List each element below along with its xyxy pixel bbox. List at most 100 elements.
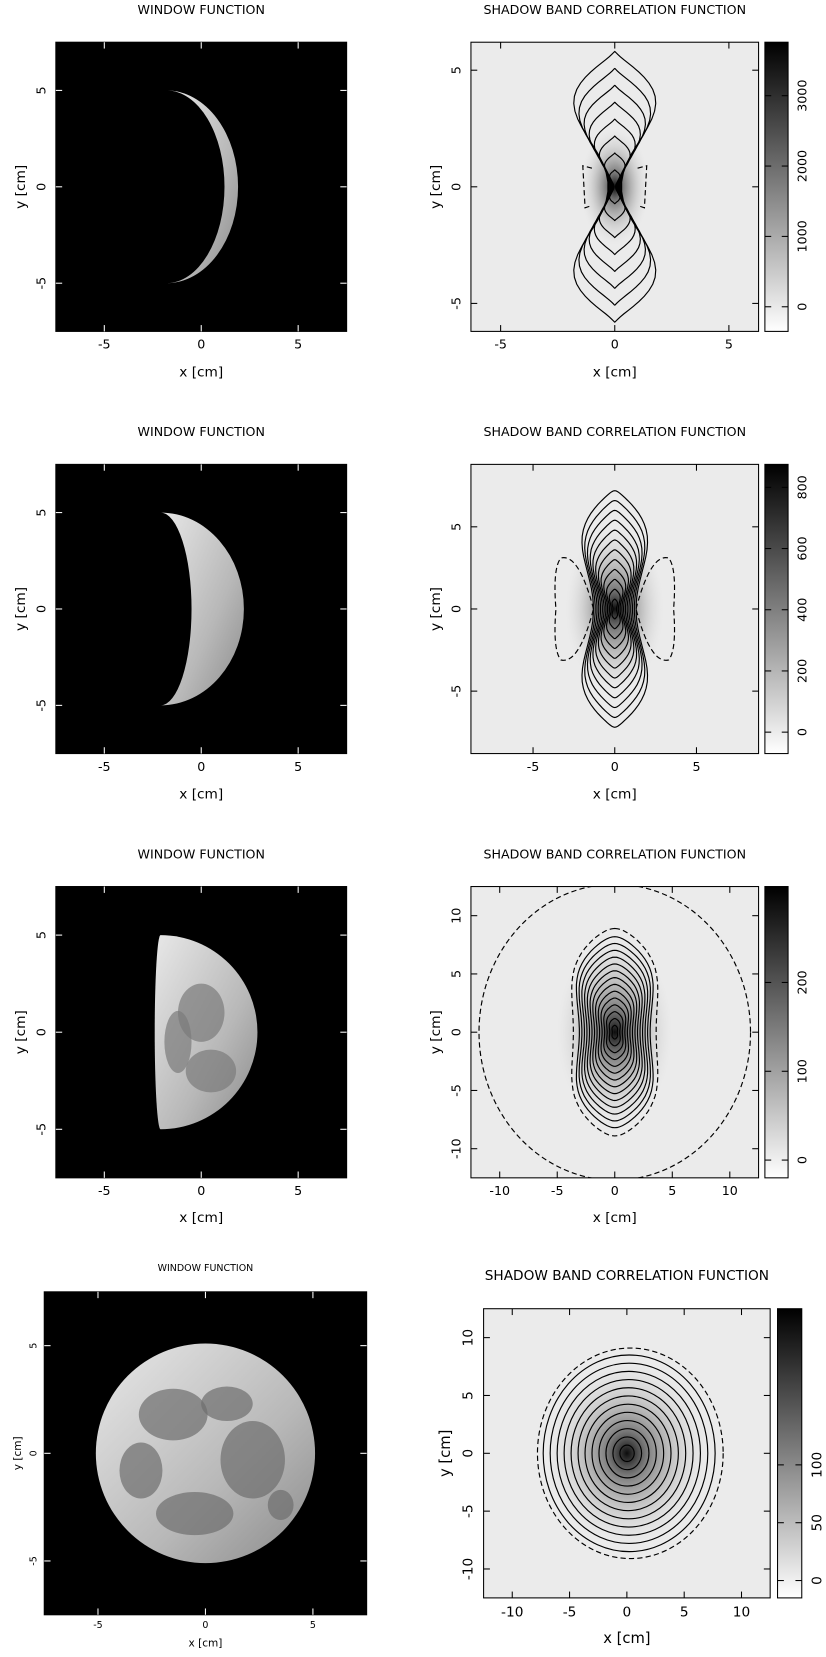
colorbar-tick-label: 400 [794,598,809,622]
figure: -505-505WINDOW FUNCTIONx [cm]y [cm]01000… [0,0,826,1657]
y-axis-label: y [cm] [12,1436,24,1470]
y-axis-label: y [cm] [428,587,444,631]
y-tick-label: 5 [461,1391,477,1400]
colorbar [765,887,788,1178]
moon-mare [139,1389,208,1441]
y-tick-label: -5 [34,699,49,712]
x-tick-label: -5 [494,337,507,352]
y-tick-label: 5 [34,509,49,517]
x-tick-label: 5 [294,1183,302,1198]
panel: 0200400600800-505-505SHADOW BAND CORRELA… [428,424,809,803]
colorbar-tick-label: 0 [794,728,809,736]
colorbar [778,1309,802,1598]
colorbar-tick-label: 600 [794,536,809,560]
colorbar-tick-label: 200 [794,659,809,683]
panel-title: WINDOW FUNCTION [138,424,265,439]
y-tick-label: 0 [449,183,464,191]
y-axis-label: y [cm] [13,165,29,209]
y-tick-label: 0 [34,605,49,613]
y-axis-label: y [cm] [428,1010,444,1054]
y-tick-label: 0 [34,183,49,191]
y-tick-label: 5 [449,66,464,74]
plot-area [484,1309,771,1598]
y-tick-label: -10 [449,1138,464,1159]
colorbar [765,464,788,753]
map-shading [581,129,649,246]
panel-title: SHADOW BAND CORRELATION FUNCTION [483,846,746,861]
plot-area [471,42,759,331]
x-axis-label: x [cm] [179,787,223,803]
panel-title: WINDOW FUNCTION [158,1263,254,1274]
x-tick-label: -5 [93,1620,102,1631]
colorbar-tick-label: 100 [810,1452,826,1478]
y-tick-label: 5 [449,970,464,978]
y-axis-label: y [cm] [428,165,444,209]
map-shading [566,527,664,691]
x-tick-label: 5 [668,1183,676,1198]
y-tick-label: -5 [449,1084,464,1097]
panel-title: WINDOW FUNCTION [138,2,265,17]
moon-mare [164,1011,191,1073]
moon-mare [119,1443,162,1499]
plot-area [471,464,759,753]
y-tick-label: 10 [449,908,464,924]
x-tick-label: -5 [563,1605,577,1621]
x-axis-label: x [cm] [593,1210,637,1226]
y-tick-label: 10 [461,1329,477,1346]
y-axis-label: y [cm] [13,1010,29,1054]
panel-title: SHADOW BAND CORRELATION FUNCTION [485,1268,769,1284]
moon-mare [201,1387,253,1421]
page: {"chart_data": [ {"type": "image", "titl… [0,0,826,1657]
x-tick-label: 5 [310,1620,316,1631]
y-axis-label: y [cm] [13,587,29,631]
plot-area [471,884,759,1180]
x-tick-label: 5 [680,1605,689,1621]
x-axis-label: x [cm] [179,365,223,381]
colorbar-tick-label: 800 [794,475,809,499]
colorbar-tick-label: 3000 [794,80,809,112]
x-tick-label: 10 [722,1183,738,1198]
y-tick-label: -5 [34,277,49,290]
colorbar [765,42,788,331]
x-tick-label: -5 [98,1183,111,1198]
colorbar-tick-label: 50 [810,1514,826,1531]
moon-mare [220,1421,284,1499]
x-tick-label: 0 [202,1620,208,1631]
x-tick-label: 5 [692,759,700,774]
x-axis-label: x [cm] [189,1637,223,1649]
panel-title: SHADOW BAND CORRELATION FUNCTION [483,2,746,17]
colorbar-tick-label: 100 [794,1059,809,1083]
x-tick-label: 5 [294,337,302,352]
y-tick-label: -10 [461,1558,477,1580]
colorbar-tick-label: 0 [794,1156,809,1164]
x-tick-label: 0 [611,759,619,774]
x-tick-label: -5 [98,337,111,352]
x-tick-label: 0 [611,337,619,352]
x-tick-label: 0 [197,1183,205,1198]
y-tick-label: 5 [449,523,464,531]
plot-area [56,887,347,1178]
x-tick-label: 0 [197,337,205,352]
x-tick-label: 5 [294,759,302,774]
moon-mare [186,1050,236,1093]
y-tick-label: 0 [449,605,464,613]
x-axis-label: x [cm] [593,787,637,803]
plot-area [44,1292,366,1615]
x-tick-label: -5 [98,759,111,774]
x-tick-label: 10 [733,1605,750,1621]
x-tick-label: -5 [551,1183,564,1198]
y-tick-label: 0 [449,1028,464,1036]
x-tick-label: 0 [197,759,205,774]
x-tick-label: -5 [527,759,540,774]
colorbar-tick-label: 0 [810,1576,826,1585]
colorbar-tick-label: 200 [794,970,809,994]
y-tick-label: -5 [34,1123,49,1136]
x-axis-label: x [cm] [179,1210,223,1226]
y-tick-label: -5 [449,297,464,310]
x-tick-label: 5 [725,337,733,352]
